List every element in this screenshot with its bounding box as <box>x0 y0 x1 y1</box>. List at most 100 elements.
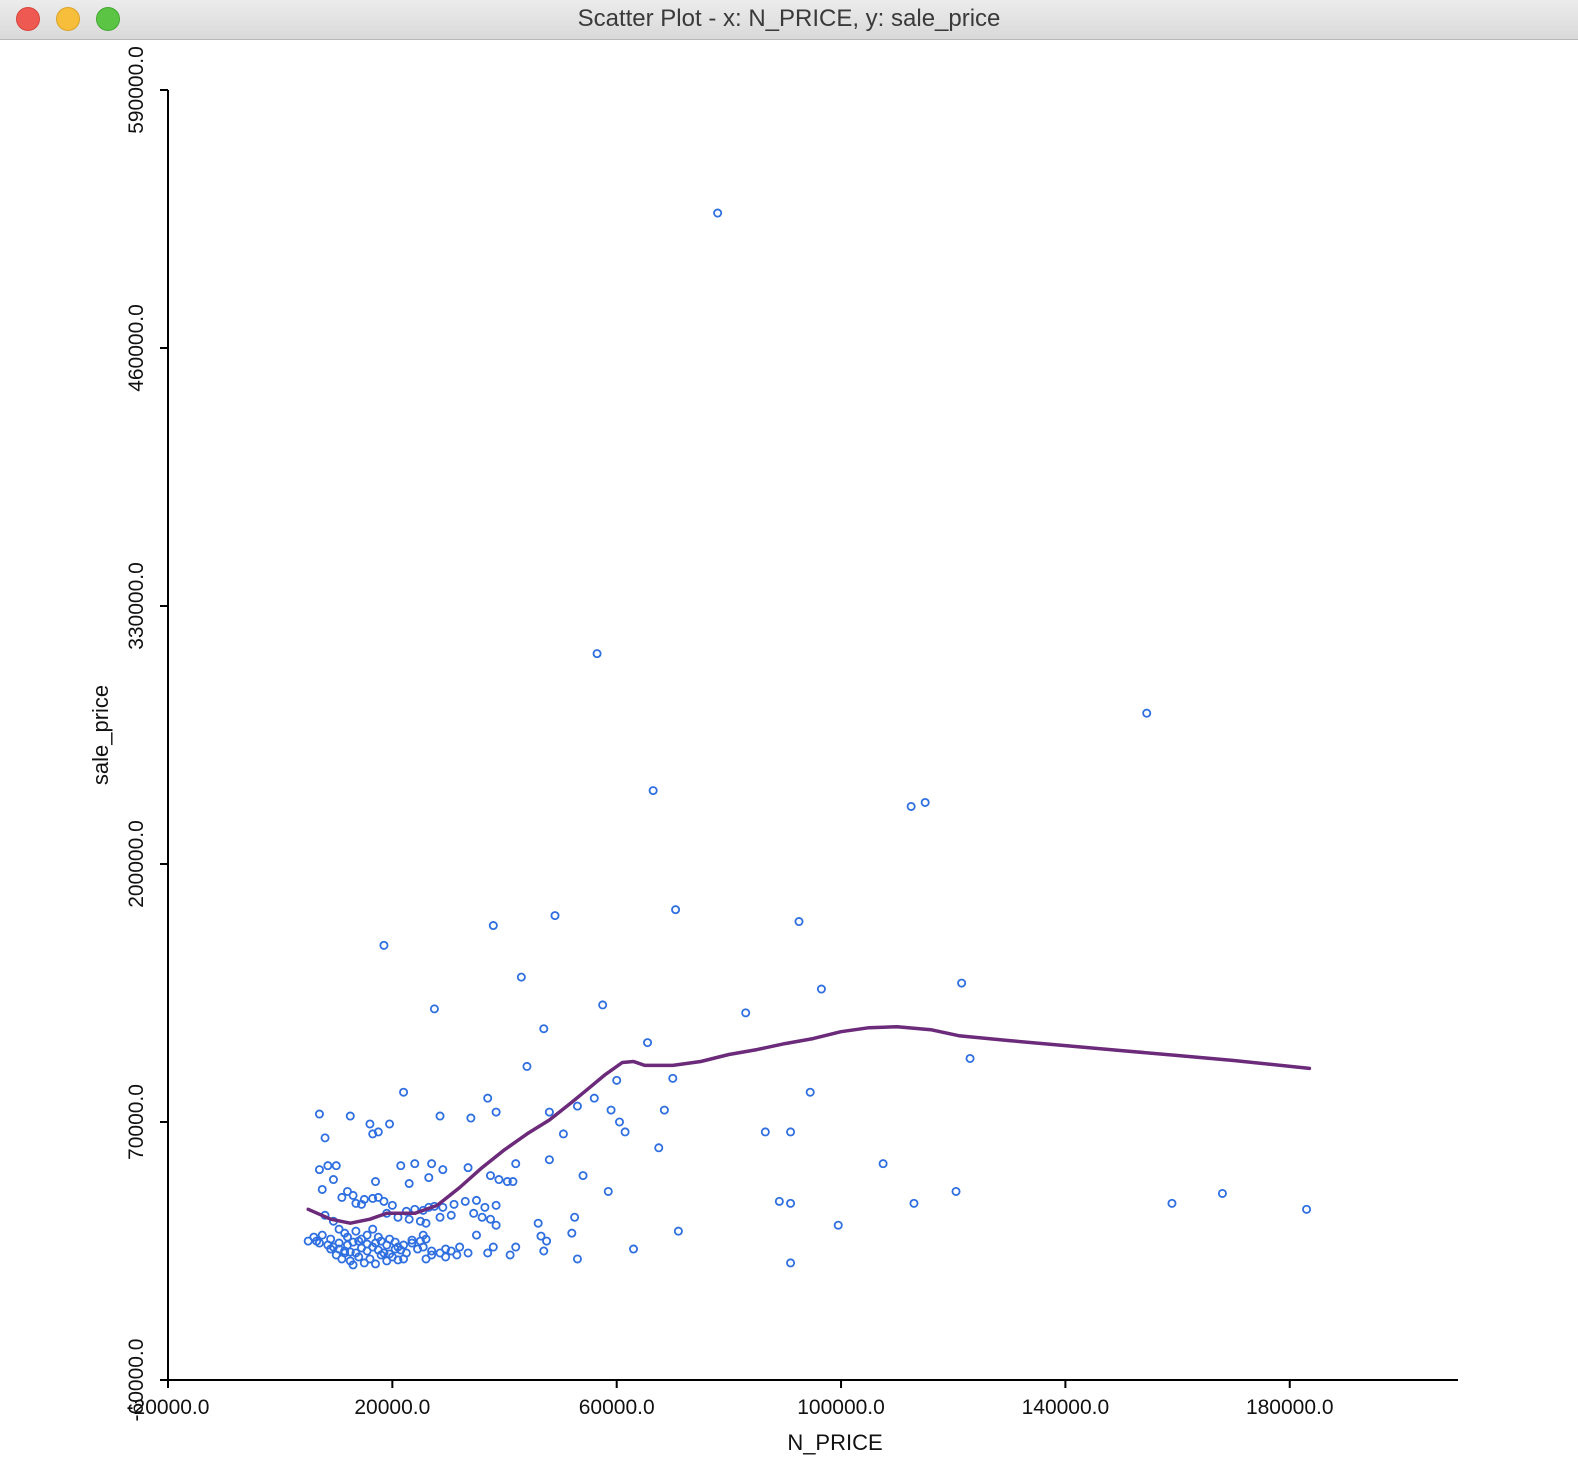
data-point <box>505 1250 515 1260</box>
data-point <box>629 1244 639 1254</box>
data-point <box>463 1248 473 1258</box>
scatter-chart[interactable]: -20000.0 20000.0 60000.0 100000.0 140000.0 18… <box>0 40 1578 1484</box>
minimize-window-button[interactable] <box>56 7 80 31</box>
data-point <box>356 1199 366 1209</box>
data-point <box>957 978 967 988</box>
data-point <box>441 1252 451 1262</box>
data-point <box>320 1133 330 1143</box>
data-point <box>435 1111 445 1121</box>
data-point <box>471 1230 481 1240</box>
data-point <box>418 1242 428 1252</box>
data-point <box>786 1198 796 1208</box>
data-point <box>382 1256 392 1266</box>
x-tick-label: 20000.0 <box>354 1396 430 1419</box>
data-point <box>314 1238 324 1248</box>
data-point <box>539 1246 549 1256</box>
data-point <box>424 1173 434 1183</box>
x-axis-title: N_PRICE <box>787 1430 882 1455</box>
data-point <box>438 1165 448 1175</box>
data-point <box>1142 708 1152 718</box>
data-point <box>438 1202 448 1212</box>
data-point <box>592 649 602 659</box>
data-point <box>404 1179 414 1189</box>
data-point <box>407 1235 417 1245</box>
data-point <box>533 1218 543 1228</box>
data-point <box>404 1214 414 1224</box>
data-point <box>371 1238 381 1248</box>
data-point <box>494 1175 504 1185</box>
data-point <box>516 972 526 982</box>
data-point <box>572 1254 582 1264</box>
data-point <box>878 1159 888 1169</box>
data-point <box>488 921 498 931</box>
x-tick-label: 140000.0 <box>1022 1396 1110 1419</box>
data-point <box>536 1231 546 1241</box>
data-point <box>435 1212 445 1222</box>
data-point <box>373 1127 383 1137</box>
data-point <box>399 1254 409 1264</box>
data-point <box>485 1171 495 1181</box>
data-point <box>598 1000 608 1010</box>
data-point <box>741 1008 751 1018</box>
data-point <box>603 1186 613 1196</box>
plot-area[interactable]: -20000.0 20000.0 60000.0 100000.0 140000.0 18… <box>0 40 1578 1484</box>
data-point <box>643 1038 653 1048</box>
data-point <box>466 1113 476 1123</box>
data-point <box>471 1195 481 1205</box>
data-point <box>469 1208 479 1218</box>
data-point <box>480 1202 490 1212</box>
data-point <box>368 1224 378 1234</box>
data-point <box>452 1250 462 1260</box>
close-window-button[interactable] <box>16 7 40 31</box>
data-point <box>620 1127 630 1137</box>
x-tick-label: -20000.0 <box>127 1396 210 1419</box>
data-point <box>502 1177 512 1187</box>
data-point <box>421 1218 431 1228</box>
data-point <box>550 911 560 921</box>
data-point <box>371 1259 381 1269</box>
data-point <box>659 1105 669 1115</box>
data-point <box>399 1087 409 1097</box>
data-point <box>317 1230 327 1240</box>
data-point <box>314 1165 324 1175</box>
data-point <box>951 1186 961 1196</box>
data-point <box>589 1093 599 1103</box>
data-point <box>348 1190 358 1200</box>
scatter-points[interactable] <box>303 208 1312 1270</box>
data-point <box>418 1230 428 1240</box>
data-point <box>491 1107 501 1117</box>
data-point <box>421 1254 431 1264</box>
zoom-window-button[interactable] <box>96 7 120 31</box>
data-point <box>615 1117 625 1127</box>
data-point <box>612 1075 622 1085</box>
data-point <box>786 1258 796 1268</box>
data-point <box>542 1236 552 1246</box>
data-point <box>387 1200 397 1210</box>
y-tick-label: -60000.0 <box>125 1339 148 1422</box>
data-point <box>314 1109 324 1119</box>
data-point <box>427 1159 437 1169</box>
data-point <box>385 1119 395 1129</box>
data-point <box>351 1226 361 1236</box>
data-point <box>345 1111 355 1121</box>
x-tick-label: 60000.0 <box>579 1396 655 1419</box>
data-point <box>351 1198 361 1208</box>
title-bar[interactable]: Scatter Plot - x: N_PRICE, y: sale_price <box>0 0 1578 40</box>
data-point <box>379 940 389 950</box>
data-point <box>362 1239 372 1249</box>
y-tick-label: 200000.0 <box>125 820 148 908</box>
data-point <box>648 786 658 796</box>
data-point <box>508 1177 518 1187</box>
data-point <box>654 1143 664 1153</box>
y-axis-title: sale_price <box>88 685 113 785</box>
data-point <box>410 1159 420 1169</box>
data-point <box>491 1200 501 1210</box>
data-point <box>544 1107 554 1117</box>
y-axis-ticks: -60000.0 70000.0 200000.0 330000.0 460000.0 5… <box>125 46 168 1421</box>
data-point <box>794 917 804 927</box>
x-tick-label: 180000.0 <box>1246 1396 1334 1419</box>
data-point <box>558 1129 568 1139</box>
data-point <box>337 1192 347 1202</box>
data-point <box>774 1196 784 1206</box>
